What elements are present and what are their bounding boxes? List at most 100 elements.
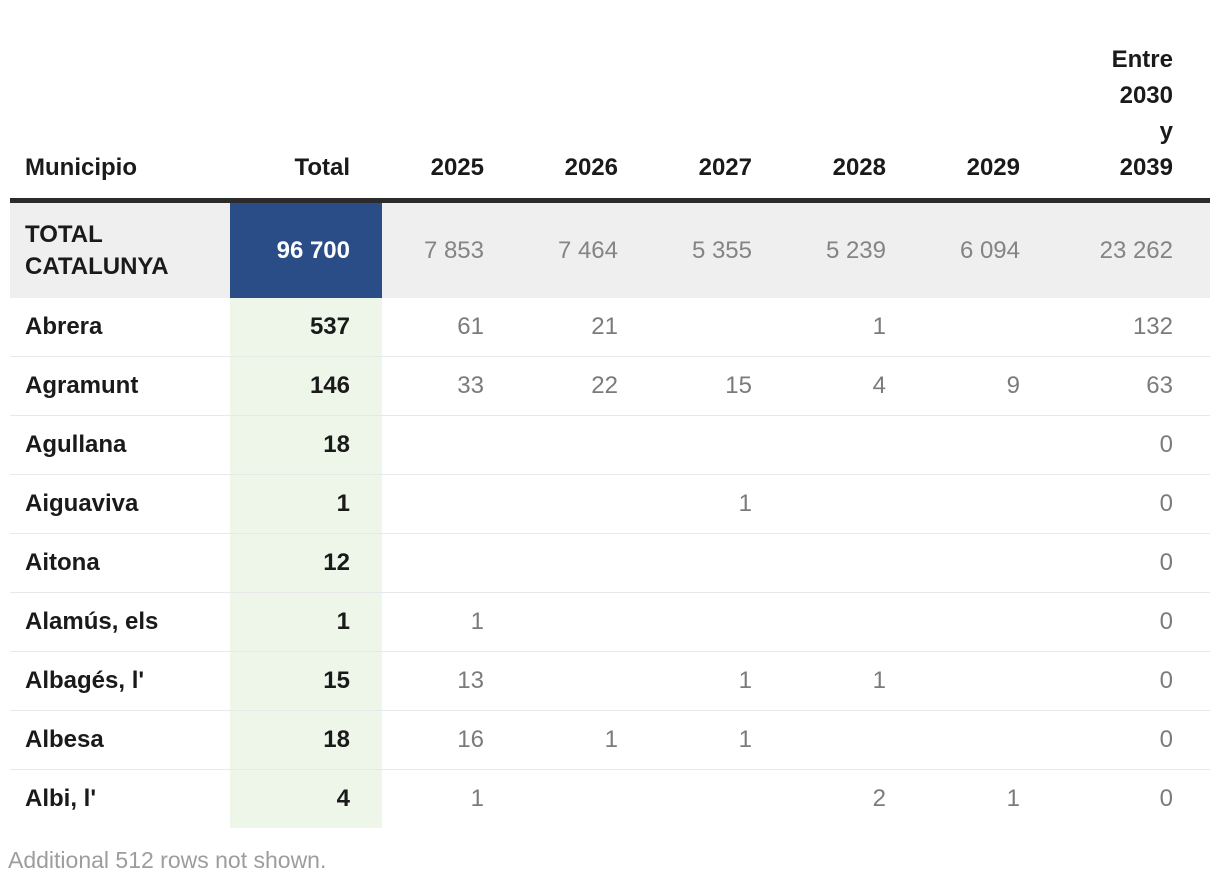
year-value-cell: 1 xyxy=(784,298,918,357)
year-value-cell: 1 xyxy=(784,651,918,711)
column-header-label: Entre 2030 y 2039 xyxy=(1111,46,1173,181)
year-value-cell xyxy=(918,651,1052,711)
year-value-cell: 15 xyxy=(650,356,784,416)
municipality-name-cell: TOTAL CATALUNYA xyxy=(10,200,230,298)
year-value-cell: 1 xyxy=(382,592,516,652)
header-row: Municipio Total 2025 2026 2027 2028 2029 Entre … xyxy=(10,0,1210,203)
year-value-cell: 63 xyxy=(1052,356,1210,416)
rows-not-shown-note: Additional 512 rows not shown. xyxy=(8,847,327,873)
total-value-cell: 1 xyxy=(230,592,382,652)
year-value-cell: 2 xyxy=(784,769,918,828)
year-value-cell: 1 xyxy=(650,651,784,711)
year-value-cell: 7 853 xyxy=(382,200,516,298)
year-value-cell: 1 xyxy=(650,710,784,770)
year-value-cell: 0 xyxy=(1052,592,1210,652)
table-row: Albesa 18 16 1 1 0 xyxy=(10,710,1210,770)
year-value-cell: 0 xyxy=(1052,710,1210,770)
municipality-name-cell: Abrera xyxy=(10,298,230,357)
total-value-cell: 12 xyxy=(230,533,382,593)
year-value-cell xyxy=(516,533,650,593)
total-value-cell: 18 xyxy=(230,415,382,475)
year-value-cell: 4 xyxy=(784,356,918,416)
year-value-cell xyxy=(650,415,784,475)
table-row: Albagés, l' 15 13 1 1 0 xyxy=(10,651,1210,711)
table-row: Alamús, els 1 1 0 xyxy=(10,592,1210,652)
year-value-cell xyxy=(918,533,1052,593)
year-value-cell xyxy=(918,710,1052,770)
year-value-cell: 33 xyxy=(382,356,516,416)
year-value-cell xyxy=(650,592,784,652)
year-value-cell xyxy=(918,592,1052,652)
municipality-name-cell: Aiguaviva xyxy=(10,474,230,534)
table-header: Municipio Total 2025 2026 2027 2028 2029 Entre … xyxy=(10,0,1210,203)
year-value-cell xyxy=(516,474,650,534)
total-value-cell: 146 xyxy=(230,356,382,416)
municipality-name-cell: Albesa xyxy=(10,710,230,770)
year-value-cell xyxy=(516,592,650,652)
municipality-table-container: Municipio Total 2025 2026 2027 2028 2029 Entre … xyxy=(10,0,1210,828)
total-value-cell: 1 xyxy=(230,474,382,534)
municipality-name-cell: Agramunt xyxy=(10,356,230,416)
year-value-cell xyxy=(918,474,1052,534)
table-row: Agullana 18 0 xyxy=(10,415,1210,475)
total-value-cell: 4 xyxy=(230,769,382,828)
municipality-name-cell: Albagés, l' xyxy=(10,651,230,711)
column-header: 2026 xyxy=(516,0,650,203)
year-value-cell: 0 xyxy=(1052,415,1210,475)
total-value-cell: 537 xyxy=(230,298,382,357)
year-value-cell xyxy=(382,533,516,593)
table-row: Abrera 537 61 21 1 132 xyxy=(10,298,1210,357)
year-value-cell xyxy=(650,298,784,357)
year-value-cell: 9 xyxy=(918,356,1052,416)
year-value-cell: 61 xyxy=(382,298,516,357)
year-value-cell xyxy=(784,710,918,770)
year-value-cell xyxy=(382,474,516,534)
table-row: Aitona 12 0 xyxy=(10,533,1210,593)
year-value-cell: 5 239 xyxy=(784,200,918,298)
table-row: Albi, l' 4 1 2 1 0 xyxy=(10,769,1210,828)
municipality-name-cell: Aitona xyxy=(10,533,230,593)
year-value-cell xyxy=(784,533,918,593)
table-body: TOTAL CATALUNYA 96 700 7 853 7 464 5 355 5 23… xyxy=(10,200,1210,828)
municipality-name-cell: Albi, l' xyxy=(10,769,230,828)
year-value-cell xyxy=(784,592,918,652)
year-value-cell xyxy=(516,415,650,475)
year-value-cell: 5 355 xyxy=(650,200,784,298)
column-header: 2029 xyxy=(918,0,1052,203)
year-value-cell: 132 xyxy=(1052,298,1210,357)
column-header: Municipio xyxy=(10,0,230,203)
year-value-cell: 0 xyxy=(1052,533,1210,593)
year-value-cell: 0 xyxy=(1052,474,1210,534)
year-value-cell xyxy=(650,769,784,828)
year-value-cell: 7 464 xyxy=(516,200,650,298)
municipality-name-cell: Alamús, els xyxy=(10,592,230,652)
total-row: TOTAL CATALUNYA 96 700 7 853 7 464 5 355 5 23… xyxy=(10,200,1210,298)
column-header: 2028 xyxy=(784,0,918,203)
year-value-cell: 22 xyxy=(516,356,650,416)
year-value-cell xyxy=(784,474,918,534)
year-value-cell xyxy=(918,298,1052,357)
year-value-cell: 1 xyxy=(516,710,650,770)
year-value-cell xyxy=(650,533,784,593)
column-header: 2025 xyxy=(382,0,516,203)
year-value-cell: 0 xyxy=(1052,651,1210,711)
year-value-cell xyxy=(918,415,1052,475)
year-value-cell xyxy=(784,415,918,475)
year-value-cell: 6 094 xyxy=(918,200,1052,298)
total-value-cell: 15 xyxy=(230,651,382,711)
total-value-cell: 18 xyxy=(230,710,382,770)
municipality-name-cell: Agullana xyxy=(10,415,230,475)
year-value-cell: 0 xyxy=(1052,769,1210,828)
year-value-cell: 1 xyxy=(382,769,516,828)
year-value-cell: 21 xyxy=(516,298,650,357)
municipality-table: Municipio Total 2025 2026 2027 2028 2029 Entre … xyxy=(10,0,1210,828)
year-value-cell: 1 xyxy=(918,769,1052,828)
year-value-cell: 23 262 xyxy=(1052,200,1210,298)
table-row: Aiguaviva 1 1 0 xyxy=(10,474,1210,534)
year-value-cell: 1 xyxy=(650,474,784,534)
year-value-cell xyxy=(382,415,516,475)
column-header: Entre 2030 y 2039 xyxy=(1052,0,1210,203)
column-header: Total xyxy=(230,0,382,203)
year-value-cell: 13 xyxy=(382,651,516,711)
year-value-cell xyxy=(516,769,650,828)
